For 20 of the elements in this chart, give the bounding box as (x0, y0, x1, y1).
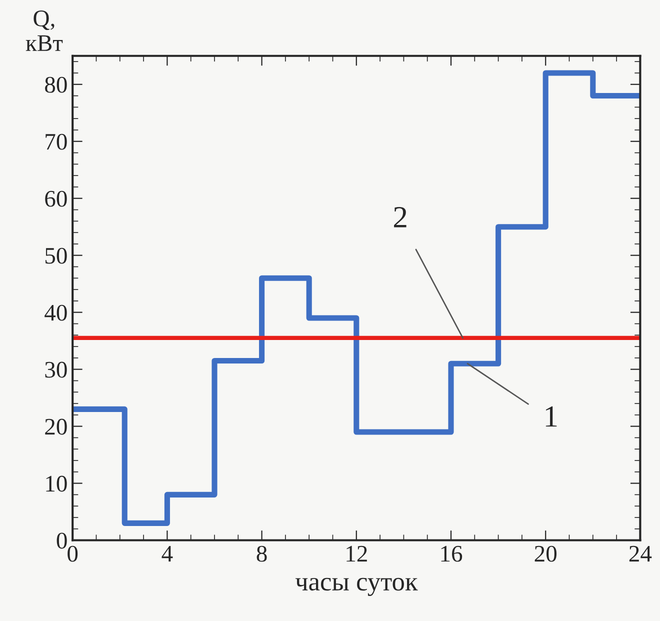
y-tick-label: 40 (44, 304, 67, 321)
x-axis-title: часы суток (295, 578, 418, 596)
x-tick-label: 16 (441, 546, 462, 562)
y-tick-label: 10 (46, 476, 67, 492)
x-tick-label: 8 (256, 546, 267, 562)
y-tick-label: 50 (46, 248, 67, 264)
y-axis-title: Q, кВт (26, 10, 63, 51)
x-tick-label: 20 (534, 546, 557, 562)
y-tick-label: 20 (45, 418, 67, 435)
y-tick-label: 80 (45, 76, 67, 93)
y-tick-label: 0 (56, 532, 67, 549)
y-tick-label: 30 (45, 362, 67, 378)
y-tick-label: 70 (46, 134, 67, 150)
y-tick-label: 60 (45, 190, 67, 207)
x-tick-label: 24 (629, 546, 652, 562)
annotation: 1 (546, 406, 557, 427)
annotation: 2 (394, 207, 406, 228)
x-tick-label: 4 (162, 546, 173, 562)
x-tick-label: 12 (346, 546, 367, 562)
x-tick-label: 0 (68, 546, 78, 562)
